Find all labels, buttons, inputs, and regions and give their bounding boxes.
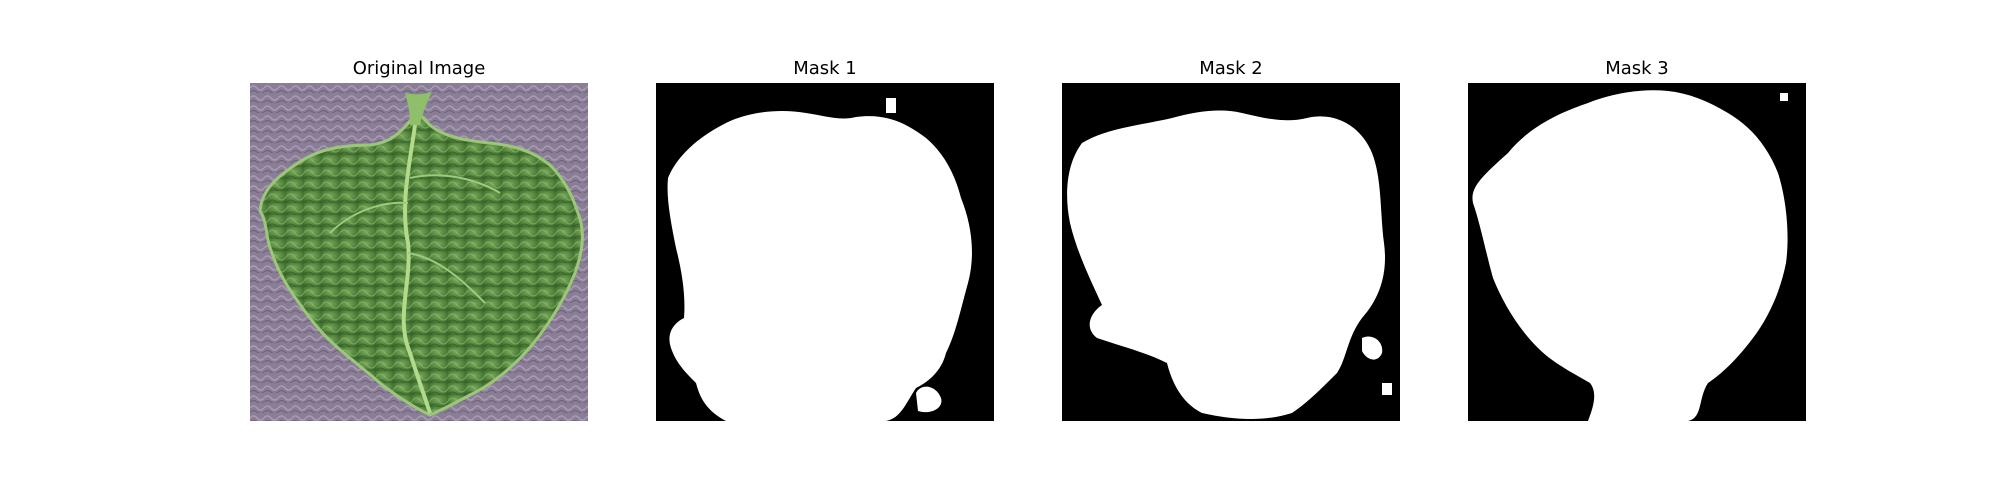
mask-2-svg (1062, 83, 1400, 421)
panel-mask-2: Mask 2 (1062, 55, 1400, 421)
leaf-photo-svg (250, 83, 588, 421)
panel-mask-3: Mask 3 (1468, 55, 1806, 421)
mask-1-svg (656, 83, 994, 421)
leaf-shape (258, 110, 584, 417)
mask-region (667, 111, 972, 421)
mask-speck (1382, 383, 1392, 395)
mask-region (1067, 110, 1386, 420)
mask-speck (1780, 93, 1788, 101)
mask-3-svg (1468, 83, 1806, 421)
mask-speck (916, 386, 942, 413)
side-vein (407, 252, 486, 304)
side-vein (409, 174, 501, 194)
original-leaf-image (250, 83, 588, 421)
mask-2-image (1062, 83, 1400, 421)
stem (405, 91, 432, 125)
panel-mask-1: Mask 1 (656, 55, 994, 421)
panel-title: Mask 1 (793, 58, 857, 79)
mask-1-image (656, 83, 994, 421)
mask-speck (886, 98, 896, 113)
mask-speck (1362, 336, 1383, 360)
mask-3-image (1468, 83, 1806, 421)
side-vein (329, 201, 409, 234)
mask-region (1472, 90, 1788, 421)
panel-title: Mask 2 (1199, 58, 1263, 79)
panel-title: Original Image (352, 58, 486, 79)
panel-original-image: Original Image (250, 55, 588, 421)
main-vein (401, 124, 432, 414)
panel-title: Mask 3 (1605, 58, 1669, 79)
